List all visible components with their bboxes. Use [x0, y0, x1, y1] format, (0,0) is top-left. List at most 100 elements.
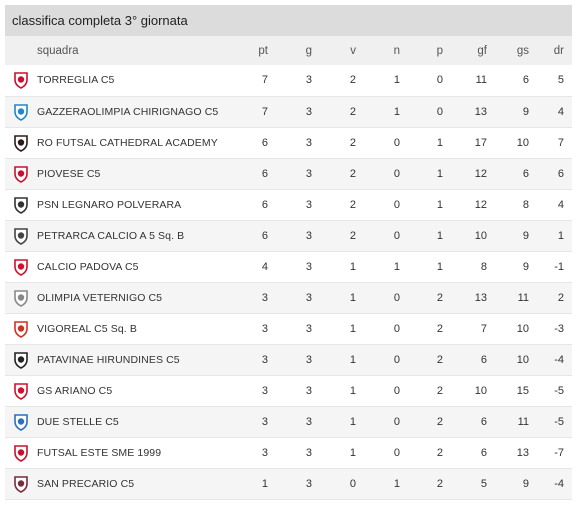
team-logo-cell — [5, 189, 37, 220]
table-row[interactable]: OLIMPIA VETERNIGO C5 3 3 1 0 2 13 11 2 — [5, 282, 572, 313]
team-name[interactable]: GAZZERAOLIMPIA CHIRIGNAGO C5 — [37, 105, 219, 118]
patavinae-logo-icon — [12, 351, 30, 369]
table-row[interactable]: PIOVESE C5 6 3 2 0 1 12 6 6 — [5, 158, 572, 189]
calcio-padova-logo-icon — [12, 258, 30, 276]
stat-pt: 6 — [261, 198, 268, 211]
stat-p: 2 — [436, 446, 443, 459]
team-name[interactable]: PETRARCA CALCIO A 5 Sq. B — [37, 229, 185, 242]
stat-gf: 6 — [480, 446, 487, 459]
stat-v: 2 — [349, 74, 356, 87]
team-name[interactable]: GS ARIANO C5 — [37, 384, 113, 397]
stat-v: 2 — [349, 136, 356, 149]
stat-gs: 11 — [517, 415, 529, 428]
san-precario-logo-icon — [12, 475, 30, 493]
gs-ariano-logo-icon — [12, 382, 30, 400]
stat-n: 0 — [393, 198, 400, 211]
stat-n: 0 — [393, 415, 400, 428]
stat-dr: 2 — [557, 291, 564, 304]
psn-legnaro-logo-icon — [12, 196, 30, 214]
stat-v: 1 — [349, 415, 356, 428]
stat-v: 1 — [349, 446, 356, 459]
team-name[interactable]: PIOVESE C5 — [37, 167, 101, 180]
team-name[interactable]: OLIMPIA VETERNIGO C5 — [37, 291, 163, 304]
stat-gf: 7 — [480, 322, 487, 335]
stat-pt: 6 — [261, 136, 268, 149]
team-name[interactable]: CALCIO PADOVA C5 — [37, 260, 139, 273]
stat-dr: -3 — [554, 322, 564, 335]
header-p: p — [436, 44, 443, 57]
standings-panel: classifica completa 3° giornata squadra … — [5, 5, 572, 500]
team-name[interactable]: VIGOREAL C5 Sq. B — [37, 322, 137, 335]
olimpia-veternigo-logo-icon — [12, 289, 30, 307]
header-squadra: squadra — [37, 44, 79, 57]
table-row[interactable]: CALCIO PADOVA C5 4 3 1 1 1 8 9 -1 — [5, 251, 572, 282]
stat-pt: 7 — [261, 74, 268, 87]
table-row[interactable]: FUTSAL ESTE SME 1999 3 3 1 0 2 6 13 -7 — [5, 437, 572, 468]
table-row[interactable]: GS ARIANO C5 3 3 1 0 2 10 15 -5 — [5, 375, 572, 406]
standings-title: classifica completa 3° giornata — [5, 5, 572, 36]
stat-v: 2 — [349, 167, 356, 180]
stat-v: 1 — [349, 291, 356, 304]
stat-v: 1 — [349, 260, 356, 273]
vigoreal-logo-icon — [12, 320, 30, 338]
header-pt: pt — [258, 44, 268, 57]
team-logo-cell — [5, 127, 37, 158]
standings-table: squadra pt g v n p gf gs dr TORREGLIA C5… — [5, 36, 572, 500]
stat-g: 3 — [305, 384, 312, 397]
stat-pt: 7 — [261, 105, 268, 118]
stat-gf: 11 — [475, 74, 487, 87]
stat-g: 3 — [305, 74, 312, 87]
table-row[interactable]: PSN LEGNARO POLVERARA 6 3 2 0 1 12 8 4 — [5, 189, 572, 220]
stat-dr: 1 — [557, 229, 564, 242]
table-row[interactable]: RO FUTSAL CATHEDRAL ACADEMY 6 3 2 0 1 17 10 7 — [5, 127, 572, 158]
stat-dr: 7 — [557, 136, 564, 149]
table-row[interactable]: VIGOREAL C5 Sq. B 3 3 1 0 2 7 10 -3 — [5, 313, 572, 344]
team-name[interactable]: DUE STELLE C5 — [37, 415, 119, 428]
team-name[interactable]: PATAVINAE HIRUNDINES C5 — [37, 353, 180, 366]
stat-pt: 3 — [261, 446, 268, 459]
stat-p: 1 — [436, 167, 443, 180]
stat-pt: 3 — [261, 353, 268, 366]
stat-g: 3 — [305, 446, 312, 459]
stat-n: 1 — [393, 477, 400, 490]
stat-gs: 9 — [522, 260, 529, 273]
stat-v: 2 — [349, 105, 356, 118]
stat-p: 2 — [436, 384, 443, 397]
table-row[interactable]: TORREGLIA C5 7 3 2 1 0 11 6 5 — [5, 65, 572, 96]
table-row[interactable]: GAZZERAOLIMPIA CHIRIGNAGO C5 7 3 2 1 0 13 9 4 — [5, 96, 572, 127]
stat-pt: 3 — [261, 322, 268, 335]
stat-dr: -7 — [554, 446, 564, 459]
team-name[interactable]: RO FUTSAL CATHEDRAL ACADEMY — [37, 136, 218, 149]
stat-pt: 3 — [261, 384, 268, 397]
stat-dr: -4 — [554, 477, 564, 490]
stat-dr: -5 — [554, 415, 564, 428]
ro-futsal-logo-icon — [12, 134, 30, 152]
stat-pt: 3 — [261, 415, 268, 428]
table-row[interactable]: SAN PRECARIO C5 1 3 0 1 2 5 9 -4 — [5, 468, 572, 499]
table-row[interactable]: PATAVINAE HIRUNDINES C5 3 3 1 0 2 6 10 -4 — [5, 344, 572, 375]
team-logo-cell — [5, 375, 37, 406]
stat-dr: 4 — [557, 198, 564, 211]
header-gf: gf — [477, 44, 487, 57]
table-row[interactable]: PETRARCA CALCIO A 5 Sq. B 6 3 2 0 1 10 9 1 — [5, 220, 572, 251]
stat-p: 2 — [436, 353, 443, 366]
stat-gs: 6 — [522, 74, 529, 87]
team-name[interactable]: TORREGLIA C5 — [37, 74, 115, 87]
team-name[interactable]: PSN LEGNARO POLVERARA — [37, 198, 182, 211]
stat-n: 0 — [393, 229, 400, 242]
stat-v: 1 — [349, 353, 356, 366]
stat-dr: 6 — [557, 167, 564, 180]
table-row[interactable]: DUE STELLE C5 3 3 1 0 2 6 11 -5 — [5, 406, 572, 437]
team-logo-cell — [5, 251, 37, 282]
stat-dr: -1 — [554, 260, 564, 273]
stat-p: 1 — [436, 198, 443, 211]
stat-dr: 4 — [557, 105, 564, 118]
stat-gs: 9 — [522, 477, 529, 490]
stat-gs: 11 — [517, 291, 529, 304]
piovese-logo-icon — [12, 165, 30, 183]
stat-gs: 10 — [516, 322, 529, 335]
team-name[interactable]: SAN PRECARIO C5 — [37, 477, 135, 490]
stat-n: 0 — [393, 353, 400, 366]
team-name[interactable]: FUTSAL ESTE SME 1999 — [37, 446, 162, 459]
stat-gf: 8 — [480, 260, 487, 273]
